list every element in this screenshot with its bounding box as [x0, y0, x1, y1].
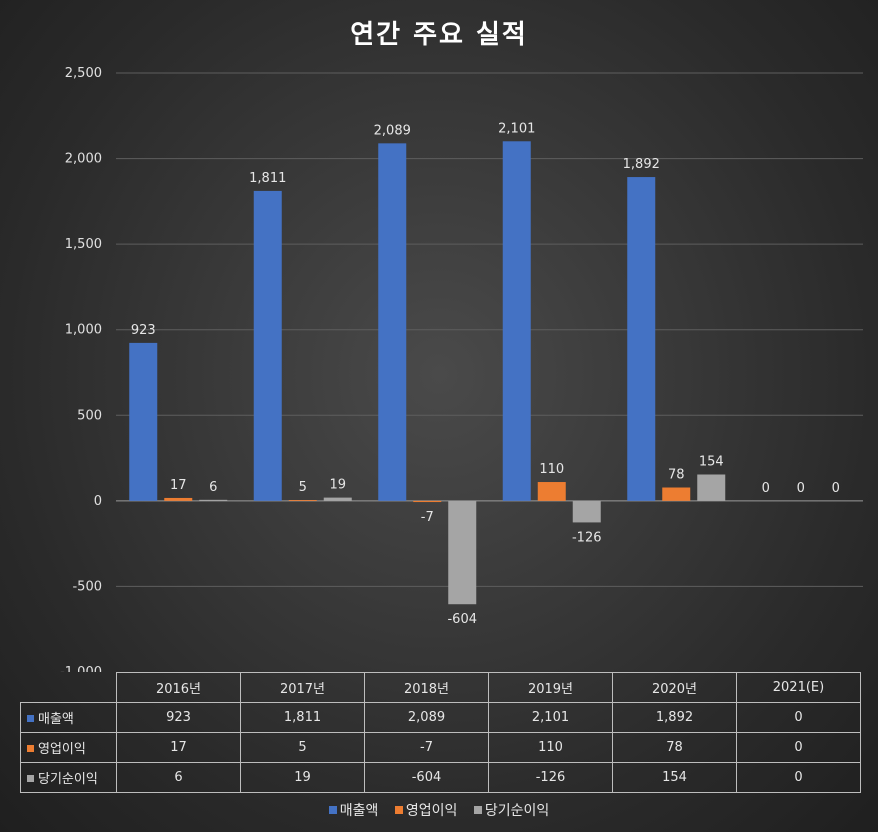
series-swatch: [27, 715, 34, 722]
data-label: 0: [762, 481, 770, 496]
data-table-cell: 5: [240, 732, 365, 763]
data-table-cell: 17: [116, 732, 241, 763]
series-name: 영업이익: [38, 742, 86, 757]
bar: [448, 500, 477, 605]
data-label: 923: [131, 323, 156, 338]
data-label: 5: [299, 480, 307, 495]
data-table-row: 매출액 923 1,811 2,089 2,101 1,892 0: [20, 702, 861, 733]
bar: [662, 487, 691, 501]
bar: [323, 497, 352, 501]
data-table-corner: [20, 672, 117, 703]
data-label: 0: [797, 481, 805, 496]
data-label: 19: [329, 478, 346, 493]
data-label: 2,089: [374, 123, 411, 138]
y-tick-label: 1,000: [65, 323, 102, 338]
data-table: 2016년 2017년 2018년 2019년 2020년 2021(E) 매출…: [20, 672, 861, 793]
data-label: 2,101: [498, 121, 535, 136]
data-table-row: 당기순이익 6 19 -604 -126 154 0: [20, 762, 861, 793]
bar: [378, 143, 407, 501]
legend-swatch: [473, 806, 482, 814]
data-label: 1,811: [249, 171, 286, 186]
bar: [413, 500, 442, 503]
data-table-cell: 0: [736, 762, 861, 793]
series-swatch: [27, 745, 34, 752]
legend-label: 영업이익: [405, 803, 458, 819]
bar: [502, 141, 531, 501]
data-label: 110: [539, 462, 564, 477]
chart-title: 연간 주요 실적: [350, 20, 528, 50]
data-table-category: 2018년: [364, 672, 489, 703]
data-table-cell: 2,101: [488, 702, 613, 733]
data-table-category: 2017년: [240, 672, 365, 703]
data-table-series-name: 당기순이익: [20, 762, 117, 793]
bar: [288, 500, 317, 501]
data-table-cell: 1,892: [612, 702, 737, 733]
bar: [164, 497, 193, 501]
data-label: 154: [699, 455, 724, 470]
y-tick-label: 2,500: [65, 66, 102, 81]
series-name: 매출액: [38, 712, 74, 727]
y-tick-label: 1,500: [65, 237, 102, 252]
data-table-cell: -604: [364, 762, 489, 793]
y-tick-label: 500: [77, 408, 102, 423]
data-table-cell: -126: [488, 762, 613, 793]
y-tick-label: 2,000: [65, 152, 102, 167]
data-table-cell: 923: [116, 702, 241, 733]
legend-swatch: [328, 806, 337, 814]
y-tick-label: -1,000: [60, 665, 102, 672]
data-table-series-name: 매출액: [20, 702, 117, 733]
data-table-cell: 6: [116, 762, 241, 793]
data-table-cell: 0: [736, 732, 861, 763]
legend-item: 매출액: [328, 800, 379, 820]
data-label: 1,892: [623, 157, 660, 172]
bar: [627, 177, 656, 501]
legend-label: 매출액: [339, 803, 379, 819]
data-label: 78: [668, 468, 685, 483]
chart-legend: 매출액 영업이익 당기순이익: [0, 800, 878, 820]
series-swatch: [27, 775, 34, 782]
legend-item: 영업이익: [394, 800, 458, 820]
data-table-category: 2019년: [488, 672, 613, 703]
data-table-cell: 154: [612, 762, 737, 793]
legend-item: 당기순이익: [473, 800, 550, 820]
bar: [537, 482, 566, 501]
data-table-cell: 19: [240, 762, 365, 793]
data-table-cell: 2,089: [364, 702, 489, 733]
data-label: 0: [832, 481, 840, 496]
bar: [572, 500, 601, 523]
data-table-row: 영업이익 17 5 -7 110 78 0: [20, 732, 861, 763]
data-table-series-name: 영업이익: [20, 732, 117, 763]
data-label: 6: [209, 480, 217, 495]
y-tick-label: 0: [94, 494, 102, 509]
chart-plot-area: 2,5002,0001,5001,0005000-500-1,0009231,8…: [60, 66, 863, 672]
legend-swatch: [394, 806, 403, 814]
data-table-cell: -7: [364, 732, 489, 763]
data-table-header-row: 2016년 2017년 2018년 2019년 2020년 2021(E): [20, 672, 861, 703]
data-label: 17: [170, 478, 187, 493]
data-label: -126: [572, 530, 602, 545]
legend-label: 당기순이익: [484, 803, 550, 819]
data-table-category: 2016년: [116, 672, 241, 703]
data-label: -7: [421, 510, 434, 525]
bar: [253, 190, 282, 501]
bar: [129, 342, 158, 501]
data-table-category: 2020년: [612, 672, 737, 703]
y-tick-label: -500: [72, 579, 102, 594]
bar: [697, 474, 726, 501]
data-table-cell: 1,811: [240, 702, 365, 733]
data-table-cell: 0: [736, 702, 861, 733]
data-label: -604: [447, 612, 477, 627]
series-name: 당기순이익: [38, 772, 98, 787]
data-table-cell: 110: [488, 732, 613, 763]
data-table-category: 2021(E): [736, 672, 861, 703]
data-table-cell: 78: [612, 732, 737, 763]
bar: [199, 499, 228, 501]
